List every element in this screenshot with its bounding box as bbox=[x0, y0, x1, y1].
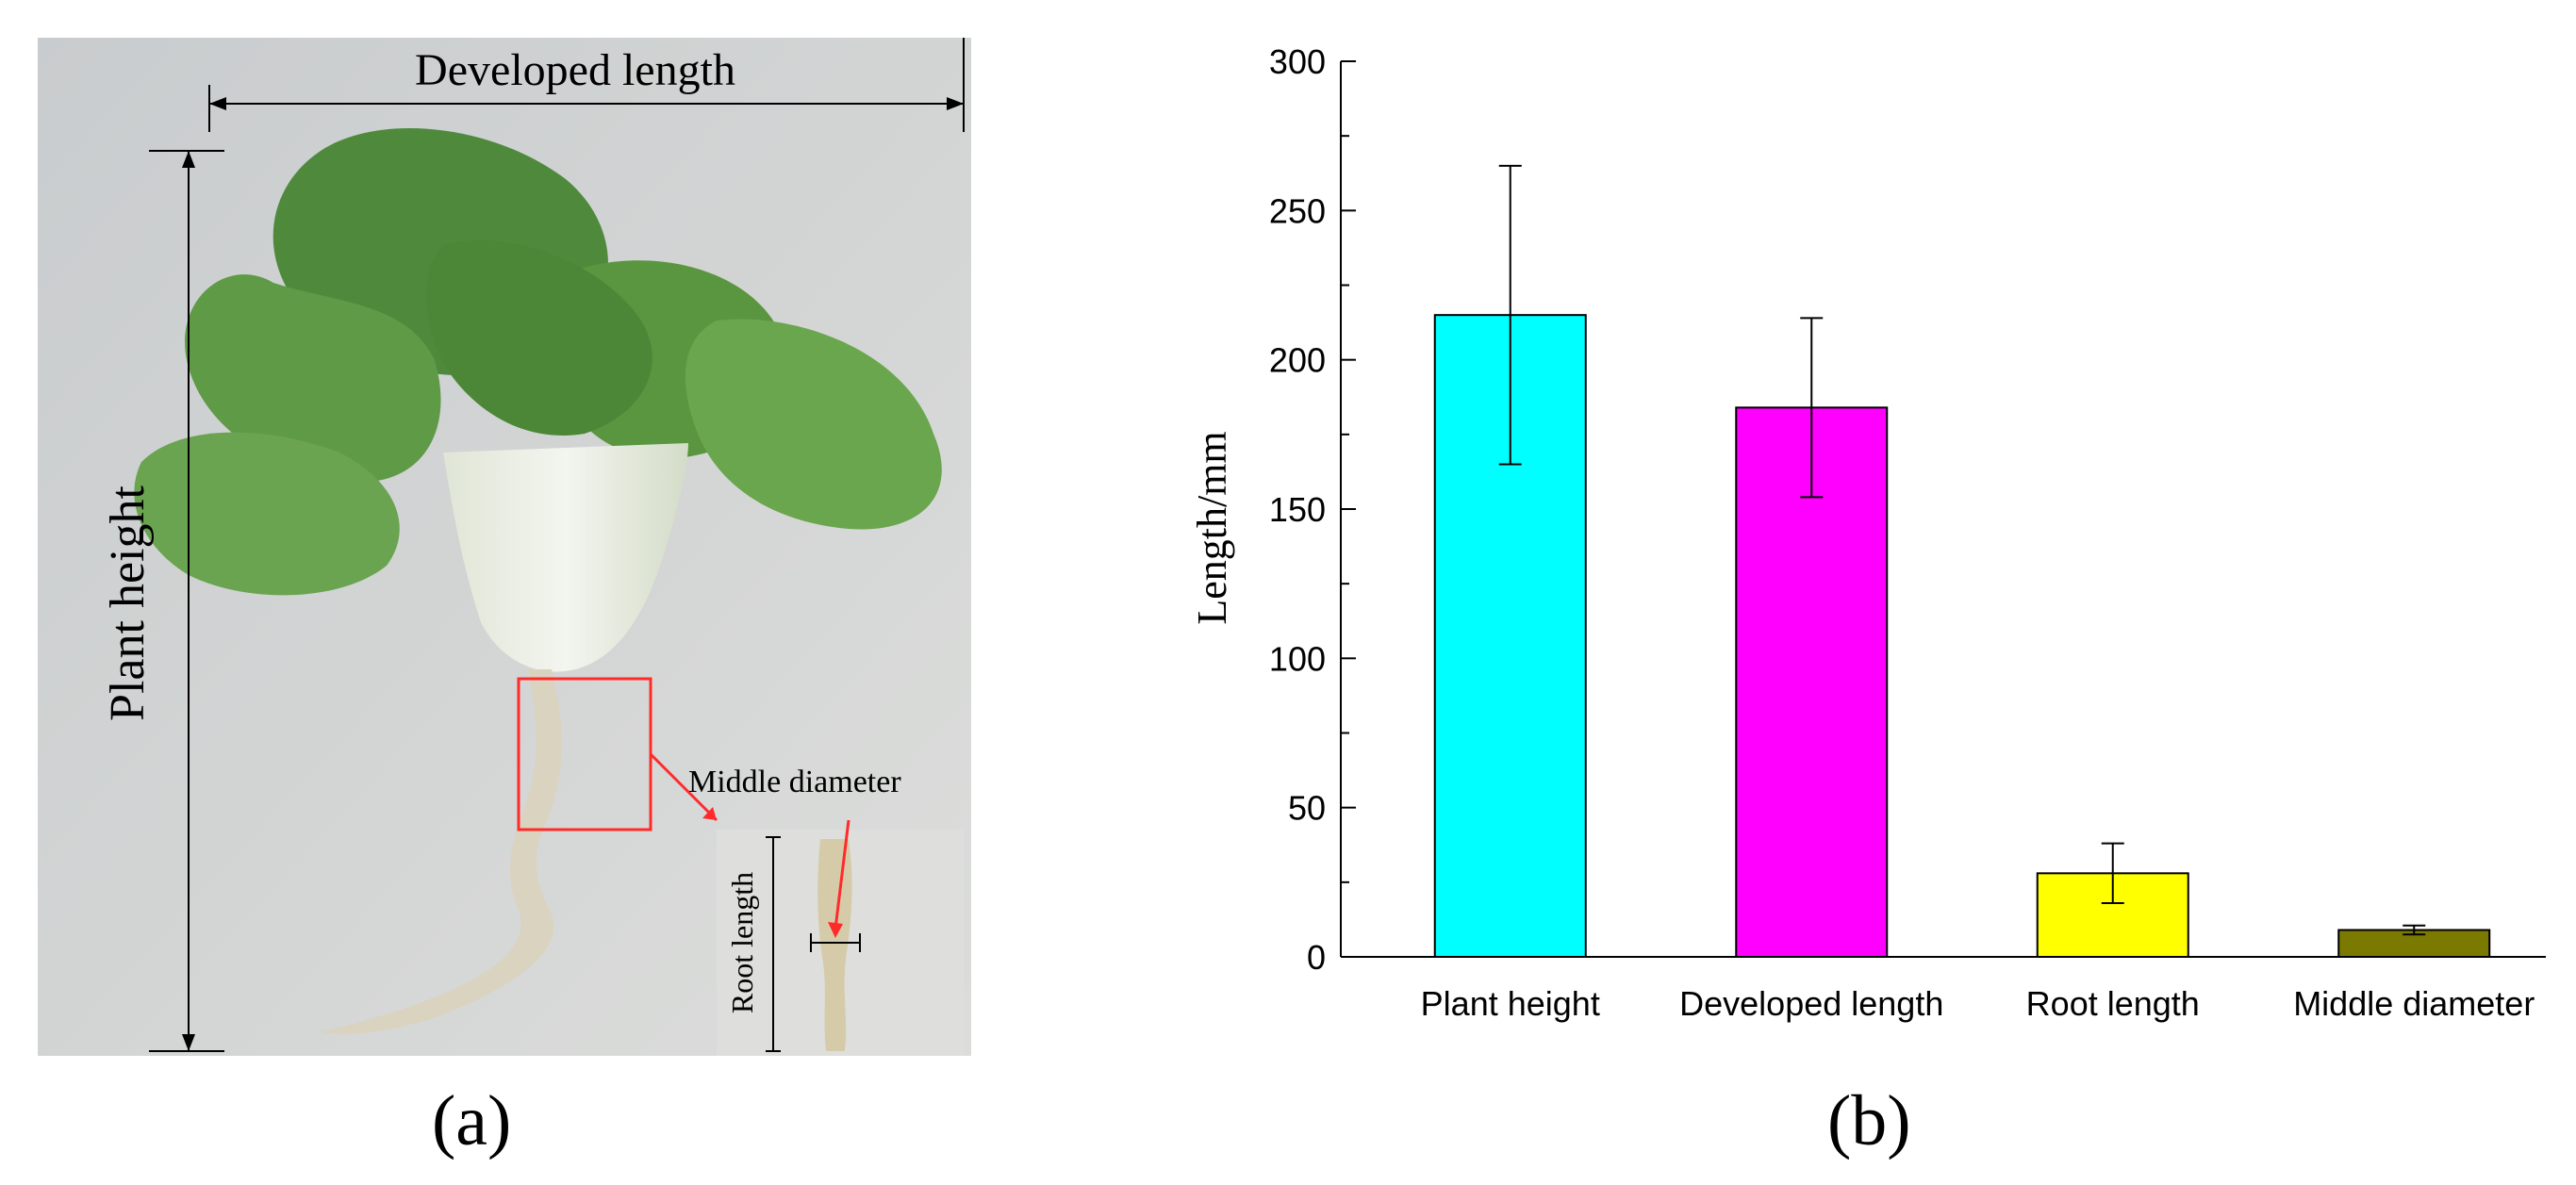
y-tick-label: 200 bbox=[1269, 341, 1326, 380]
y-tick-label: 150 bbox=[1269, 490, 1326, 529]
developed-length-arrow-left bbox=[209, 97, 226, 110]
category-label: Root length bbox=[2026, 984, 2200, 1023]
plant-height-label: Plant height bbox=[101, 486, 155, 721]
category-label: Plant height bbox=[1421, 984, 1600, 1023]
chart-category-labels: Plant height Developed length Root length M… bbox=[1421, 984, 2535, 1023]
y-tick-label: 50 bbox=[1288, 789, 1326, 828]
diameter-arrow bbox=[834, 819, 850, 930]
middle-diameter-label: Middle diameter bbox=[688, 765, 901, 799]
plant-height-arrow-top bbox=[182, 151, 195, 168]
chart-error-bars bbox=[1498, 164, 2426, 936]
zoom-arrow-head bbox=[702, 807, 717, 820]
panel-b-label: (b) bbox=[1827, 1081, 1911, 1160]
plant-photo-panel: Developed length Plant height Middle dia… bbox=[38, 38, 971, 1056]
y-tick-label: 100 bbox=[1269, 639, 1326, 678]
chart-ticks: 0 50 100 150 200 250 300 bbox=[1269, 42, 1356, 977]
inset-root bbox=[817, 839, 852, 1051]
bar-chart: 0 50 100 150 200 250 300 Plant height Developed… bbox=[1189, 42, 2546, 1023]
bar bbox=[1735, 406, 1889, 959]
diameter-arrow-head bbox=[828, 922, 843, 938]
plant-height-arrow-bottom bbox=[182, 1034, 195, 1051]
y-axis-label: Length/mm bbox=[1189, 431, 1235, 624]
category-label: Developed length bbox=[1679, 984, 1943, 1023]
root bbox=[321, 669, 562, 1034]
y-tick-label: 300 bbox=[1269, 42, 1326, 81]
stem bbox=[443, 443, 688, 672]
root-length-label: Root length bbox=[725, 872, 759, 1013]
chart-bars bbox=[1433, 314, 2491, 959]
y-tick-label: 250 bbox=[1269, 191, 1326, 230]
leaves bbox=[134, 128, 942, 596]
developed-length-arrow-right bbox=[947, 97, 964, 110]
developed-length-label: Developed length bbox=[415, 45, 735, 95]
panel-a-label: (a) bbox=[432, 1081, 512, 1160]
y-tick-label: 0 bbox=[1307, 938, 1326, 977]
category-label: Middle diameter bbox=[2293, 984, 2535, 1023]
zoom-arrow bbox=[649, 752, 718, 822]
bar bbox=[2337, 929, 2491, 958]
